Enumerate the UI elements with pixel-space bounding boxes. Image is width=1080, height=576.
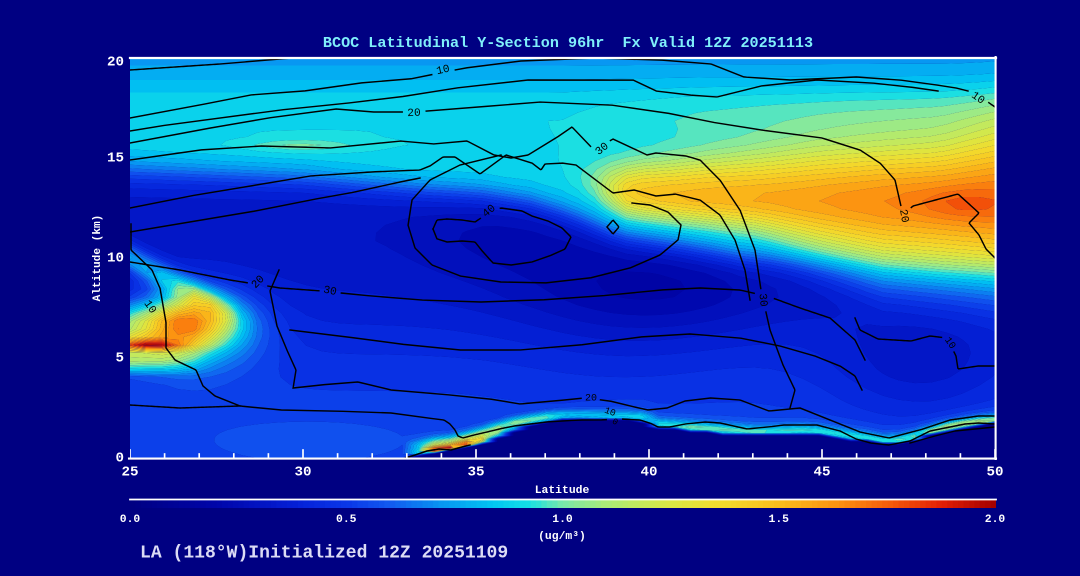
svg-text:50: 50: [987, 465, 1004, 481]
svg-text:0: 0: [610, 417, 619, 428]
svg-text:(ug/m³): (ug/m³): [538, 531, 586, 543]
svg-text:35: 35: [468, 465, 485, 481]
svg-text:30: 30: [322, 285, 338, 300]
svg-text:15: 15: [107, 151, 124, 167]
svg-text:10: 10: [435, 64, 451, 79]
svg-text:20: 20: [896, 209, 910, 224]
svg-text:1.5: 1.5: [769, 514, 790, 526]
svg-text:30: 30: [756, 293, 769, 307]
svg-text:Latitude: Latitude: [535, 485, 590, 497]
svg-text:40: 40: [641, 465, 658, 481]
svg-text:10: 10: [603, 405, 618, 419]
svg-text:25: 25: [122, 465, 139, 481]
svg-text:45: 45: [814, 465, 831, 481]
svg-text:0.0: 0.0: [120, 514, 141, 526]
svg-text:30: 30: [295, 465, 312, 481]
svg-text:20: 20: [107, 55, 124, 71]
svg-text:20: 20: [407, 108, 421, 120]
svg-text:LA (118°W)Initialized 12Z 2025: LA (118°W)Initialized 12Z 20251109: [140, 544, 508, 564]
svg-text:2.0: 2.0: [985, 514, 1006, 526]
svg-text:0.5: 0.5: [336, 514, 357, 526]
svg-text:10: 10: [107, 251, 124, 267]
svg-text:Altitude (km): Altitude (km): [92, 215, 104, 302]
svg-text:0: 0: [116, 451, 125, 467]
svg-text:1.0: 1.0: [552, 514, 573, 526]
svg-text:BCOC Latitudinal Y-Section 96h: BCOC Latitudinal Y-Section 96hr Fx Valid…: [323, 34, 813, 52]
svg-text:5: 5: [116, 351, 125, 367]
svg-text:20: 20: [585, 393, 597, 404]
